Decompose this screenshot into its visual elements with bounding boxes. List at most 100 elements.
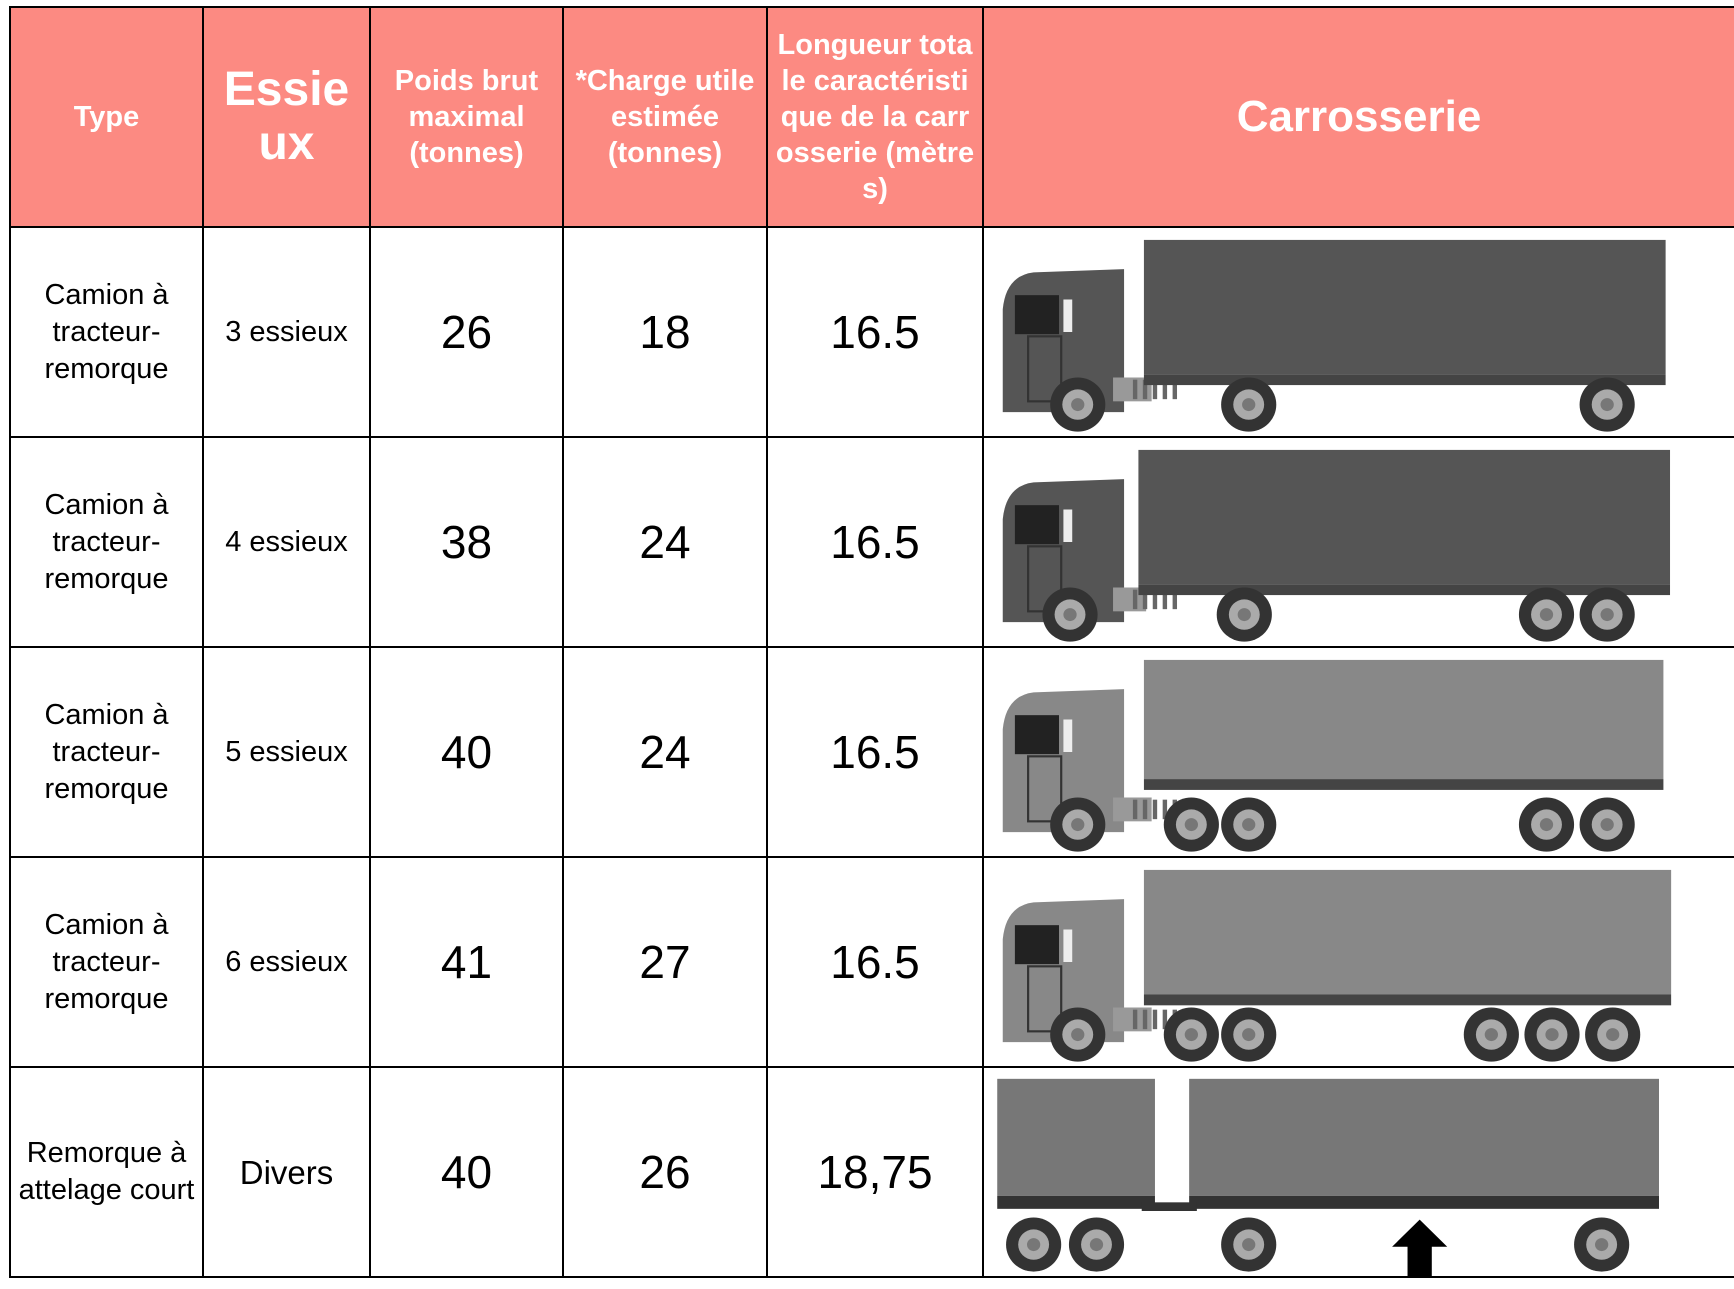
- trailer: [997, 1079, 1155, 1196]
- table-cell: 18,75: [767, 1067, 983, 1277]
- truck-cell: [983, 437, 1734, 647]
- hub-center: [1071, 818, 1084, 831]
- cab-window: [1063, 930, 1072, 963]
- trailer: [1144, 870, 1671, 995]
- table-cell: Camion à tracteur-remorque: [10, 437, 203, 647]
- header-row: Type Essieux Poids brut maximal (tonnes)…: [10, 7, 1734, 227]
- hub-center: [1601, 818, 1614, 831]
- table-cell: 40: [370, 647, 563, 857]
- cab-window: [1015, 505, 1059, 544]
- truck-cell: [983, 1067, 1734, 1277]
- hub-center: [1242, 818, 1255, 831]
- cab-window: [1015, 715, 1059, 754]
- grill: [1143, 800, 1147, 820]
- trailer: [1144, 660, 1663, 779]
- grill: [1153, 800, 1157, 820]
- table-cell: 18: [563, 227, 767, 437]
- truck-illustration: [984, 228, 1734, 436]
- trailer-base: [997, 1196, 1155, 1209]
- truck-cell: [983, 857, 1734, 1067]
- table-cell: 16.5: [767, 437, 983, 647]
- hub-center: [1595, 1238, 1608, 1251]
- hub-center: [1090, 1238, 1103, 1251]
- cab-window: [1015, 925, 1059, 964]
- table-cell: 3 essieux: [203, 227, 370, 437]
- hub-center: [1601, 608, 1614, 621]
- table-cell: 24: [563, 437, 767, 647]
- cab-window: [1063, 510, 1072, 543]
- header-cell: Type: [10, 7, 203, 227]
- grill: [1153, 1010, 1157, 1029]
- hub-center: [1063, 608, 1076, 621]
- arrow: [1392, 1220, 1447, 1276]
- table-cell: 6 essieux: [203, 857, 370, 1067]
- grill: [1133, 1010, 1137, 1029]
- table-cell: Camion à tracteur-remorque: [10, 227, 203, 437]
- table-cell: 4 essieux: [203, 437, 370, 647]
- hub-center: [1071, 398, 1084, 411]
- header-cell: Essieux: [203, 7, 370, 227]
- hub-center: [1238, 608, 1251, 621]
- table-cell: 16.5: [767, 227, 983, 437]
- hub-center: [1606, 1028, 1619, 1041]
- header-cell: Longueur totale caractéristique de la ca…: [767, 7, 983, 227]
- coupling: [1142, 1202, 1197, 1211]
- hub-center: [1242, 398, 1255, 411]
- table-cell: 16.5: [767, 857, 983, 1067]
- hub-center: [1545, 1028, 1558, 1041]
- table-cell: Divers: [203, 1067, 370, 1277]
- truck-illustration: [984, 648, 1734, 856]
- truck-cell: [983, 227, 1734, 437]
- hub-center: [1601, 398, 1614, 411]
- hub-center: [1185, 1028, 1198, 1041]
- truck-cell: [983, 647, 1734, 857]
- table-cell: 26: [370, 227, 563, 437]
- table-cell: Camion à tracteur-remorque: [10, 857, 203, 1067]
- hub-center: [1540, 608, 1553, 621]
- grill: [1133, 590, 1137, 610]
- page: {"table": { "header": ["Type", "Essieux"…: [0, 0, 1734, 1289]
- hub-center: [1242, 1028, 1255, 1041]
- cab-window: [1063, 720, 1072, 753]
- truck-illustration: [984, 858, 1734, 1066]
- trailer-base: [1144, 374, 1666, 385]
- hub-center: [1071, 1028, 1084, 1041]
- header-cell: Poids brut maximal (tonnes): [370, 7, 563, 227]
- hub-center: [1485, 1028, 1498, 1041]
- trailer-base: [1144, 995, 1671, 1006]
- table-cell: 16.5: [767, 647, 983, 857]
- grill: [1133, 800, 1137, 820]
- table-cell: 38: [370, 437, 563, 647]
- table-cell: 24: [563, 647, 767, 857]
- trailer: [1189, 1079, 1659, 1196]
- trailer-base: [1189, 1196, 1659, 1209]
- truck-table: Type Essieux Poids brut maximal (tonnes)…: [9, 6, 1734, 1278]
- table-cell: 26: [563, 1067, 767, 1277]
- table-cell: 41: [370, 857, 563, 1067]
- table-cell: Remorque à attelage court: [10, 1067, 203, 1277]
- header-cell: *Charge utile estimée (tonnes): [563, 7, 767, 227]
- cab-window: [1015, 295, 1059, 334]
- hub-center: [1027, 1238, 1040, 1251]
- grill: [1143, 1010, 1147, 1029]
- truck-illustration: [984, 1068, 1734, 1276]
- hub-center: [1242, 1238, 1255, 1251]
- cab-window: [1063, 300, 1072, 333]
- hub-center: [1540, 818, 1553, 831]
- table-cell: Camion à tracteur-remorque: [10, 647, 203, 857]
- trailer: [1138, 450, 1670, 584]
- hub-center: [1185, 818, 1198, 831]
- header-cell: Carrosserie: [983, 7, 1734, 227]
- table-cell: 5 essieux: [203, 647, 370, 857]
- table-cell: 27: [563, 857, 767, 1067]
- truck-illustration: [984, 438, 1734, 646]
- table-cell: 40: [370, 1067, 563, 1277]
- grill: [1133, 380, 1137, 400]
- trailer: [1144, 240, 1666, 374]
- trailer-base: [1144, 779, 1663, 790]
